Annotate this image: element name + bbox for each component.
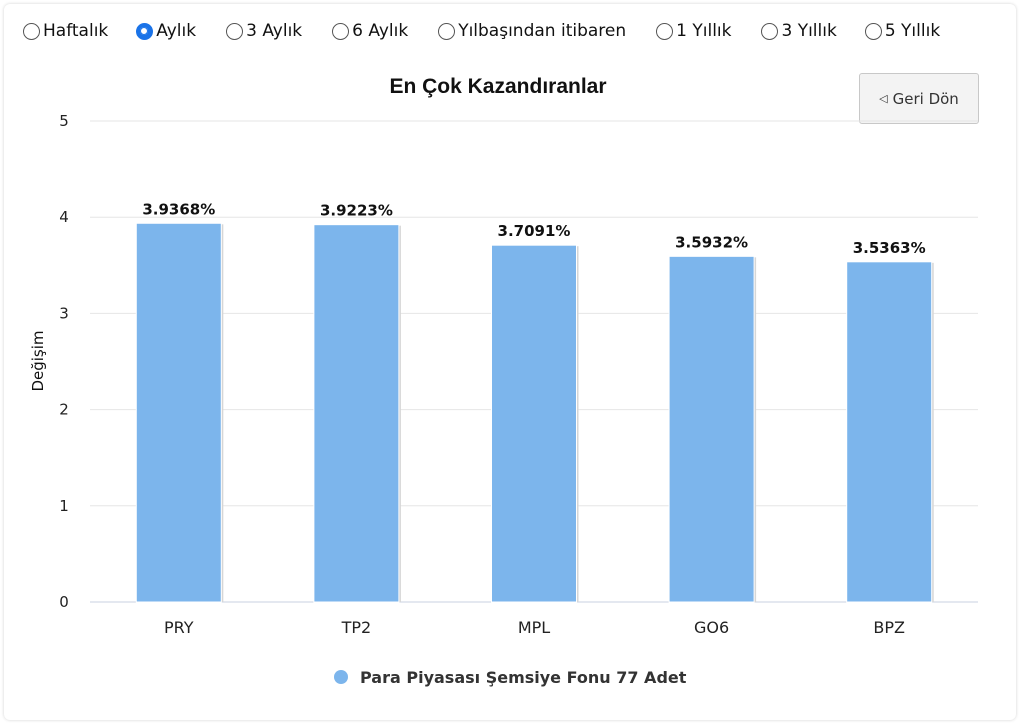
radio-button[interactable] [656,22,674,40]
bar[interactable] [135,222,222,603]
radio-button[interactable] [332,22,350,40]
x-tick-label: GO6 [694,618,729,637]
period-selector: Haftalık Aylık 3 Aylık 6 Aylık Yılbaşından i… [23,18,960,44]
period-option[interactable]: 3 Yıllık [761,21,837,41]
period-option-label: 3 Aylık [246,21,303,41]
back-button-label: Geri Dön [892,89,959,108]
y-tick-label: 0 [59,593,69,611]
period-option-label: 3 Yıllık [781,21,837,41]
y-tick-label: 5 [59,112,69,130]
data-label: 3.5932% [675,233,748,251]
triangle-left-icon: ◁ [879,92,888,105]
bar[interactable] [668,255,755,603]
period-option[interactable]: Yılbaşından itibaren [438,21,626,41]
legend[interactable]: Para Piyasası Şemsiye Fonu 77 Adet [334,668,687,687]
x-tick-label: PRY [164,618,194,637]
period-option[interactable]: Aylık [136,21,196,41]
data-label: 3.9368% [142,200,215,218]
period-option-label: Aylık [156,21,197,41]
period-option[interactable]: Haftalık [23,21,108,41]
bar[interactable] [491,244,577,603]
radio-button[interactable] [864,22,882,40]
radio-button[interactable] [226,22,244,40]
data-label: 3.7091% [498,222,571,240]
bar[interactable] [313,224,400,603]
y-tick-label: 2 [59,401,69,419]
period-option-label: 6 Aylık [352,21,409,41]
period-option[interactable]: 5 Yıllık [864,21,941,41]
y-axis-label: Değişim [29,330,47,391]
back-button[interactable]: ◁ Geri Dön [859,73,979,124]
y-tick-label: 3 [59,304,69,322]
period-option-label: 1 Yıllık [676,21,732,41]
data-label: 3.9223% [320,202,393,220]
bar[interactable] [846,261,933,603]
radio-button[interactable] [136,22,154,40]
period-option[interactable]: 6 Aylık [332,21,408,41]
period-option-label: Haftalık [43,21,109,41]
period-option-label: Yılbaşından itibaren [458,21,627,41]
x-tick-label: BPZ [873,618,905,637]
period-option-label: 5 Yıllık [884,21,941,41]
radio-button[interactable] [438,22,456,40]
radio-button[interactable] [761,22,779,40]
data-label: 3.5363% [853,239,926,257]
legend-label: Para Piyasası Şemsiye Fonu 77 Adet [360,668,687,687]
period-option[interactable]: 3 Aylık [226,21,302,41]
radio-button[interactable] [23,22,40,40]
chart-title: En Çok Kazandıranlar [389,75,606,98]
y-tick-label: 1 [59,497,69,515]
x-tick-label: TP2 [341,618,372,637]
period-option[interactable]: 1 Yıllık [656,21,731,41]
legend-marker [334,670,348,684]
x-tick-label: MPL [518,618,550,637]
y-tick-label: 4 [59,208,69,226]
